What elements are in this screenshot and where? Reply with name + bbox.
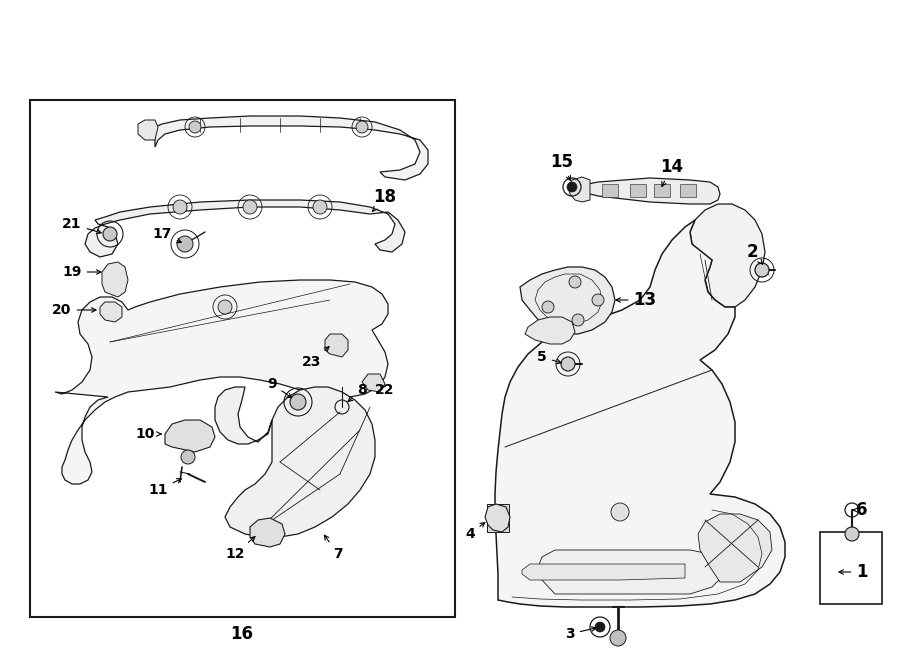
Circle shape xyxy=(567,182,577,192)
Circle shape xyxy=(572,314,584,326)
Text: 18: 18 xyxy=(373,188,397,211)
Polygon shape xyxy=(138,120,158,140)
Polygon shape xyxy=(55,280,388,484)
Polygon shape xyxy=(100,302,122,322)
Polygon shape xyxy=(362,374,385,392)
Circle shape xyxy=(755,263,769,277)
Polygon shape xyxy=(102,262,128,297)
Text: 9: 9 xyxy=(267,377,292,398)
Text: 8: 8 xyxy=(348,383,367,401)
Text: 2: 2 xyxy=(746,243,762,264)
Bar xyxy=(30,100,455,617)
Circle shape xyxy=(218,300,232,314)
Text: 21: 21 xyxy=(62,217,101,234)
Text: 23: 23 xyxy=(302,347,329,369)
Polygon shape xyxy=(325,334,348,357)
Text: 15: 15 xyxy=(551,153,573,180)
Text: 17: 17 xyxy=(152,227,181,243)
Text: 16: 16 xyxy=(230,625,254,643)
Polygon shape xyxy=(525,317,575,344)
Text: 7: 7 xyxy=(324,536,343,561)
Circle shape xyxy=(243,200,257,214)
Polygon shape xyxy=(485,504,510,532)
Polygon shape xyxy=(165,420,215,452)
Circle shape xyxy=(173,200,187,214)
Polygon shape xyxy=(602,184,618,197)
Circle shape xyxy=(561,357,575,371)
Polygon shape xyxy=(85,200,405,257)
Circle shape xyxy=(611,503,629,521)
Text: 19: 19 xyxy=(62,265,101,279)
Polygon shape xyxy=(538,550,725,594)
Circle shape xyxy=(595,622,605,632)
Text: 3: 3 xyxy=(565,627,596,641)
Circle shape xyxy=(542,301,554,313)
Circle shape xyxy=(103,227,117,241)
Text: 12: 12 xyxy=(225,537,255,561)
Circle shape xyxy=(181,450,195,464)
Circle shape xyxy=(356,121,368,133)
Text: 5: 5 xyxy=(537,350,562,364)
Circle shape xyxy=(189,121,201,133)
Polygon shape xyxy=(568,177,590,202)
Circle shape xyxy=(845,527,859,541)
Polygon shape xyxy=(522,564,685,580)
Polygon shape xyxy=(250,518,285,547)
Bar xyxy=(820,532,882,604)
Polygon shape xyxy=(680,184,696,197)
Bar xyxy=(487,504,509,532)
Circle shape xyxy=(592,294,604,306)
Text: 1: 1 xyxy=(839,563,868,581)
Polygon shape xyxy=(520,267,615,334)
Circle shape xyxy=(313,200,327,214)
Polygon shape xyxy=(698,514,772,582)
Polygon shape xyxy=(690,204,765,307)
Polygon shape xyxy=(155,116,428,180)
Text: 6: 6 xyxy=(853,501,868,519)
Circle shape xyxy=(569,276,581,288)
Polygon shape xyxy=(215,387,375,537)
Text: 22: 22 xyxy=(375,383,395,397)
Text: 10: 10 xyxy=(135,427,161,441)
Circle shape xyxy=(290,394,306,410)
Text: 20: 20 xyxy=(52,303,96,317)
Circle shape xyxy=(177,236,193,252)
Polygon shape xyxy=(582,178,720,204)
Polygon shape xyxy=(495,220,785,607)
Polygon shape xyxy=(654,184,670,197)
Circle shape xyxy=(610,630,626,646)
Text: 13: 13 xyxy=(616,291,657,309)
Polygon shape xyxy=(630,184,646,197)
Text: 4: 4 xyxy=(465,522,485,541)
Text: 14: 14 xyxy=(661,158,684,187)
Text: 11: 11 xyxy=(148,479,182,497)
